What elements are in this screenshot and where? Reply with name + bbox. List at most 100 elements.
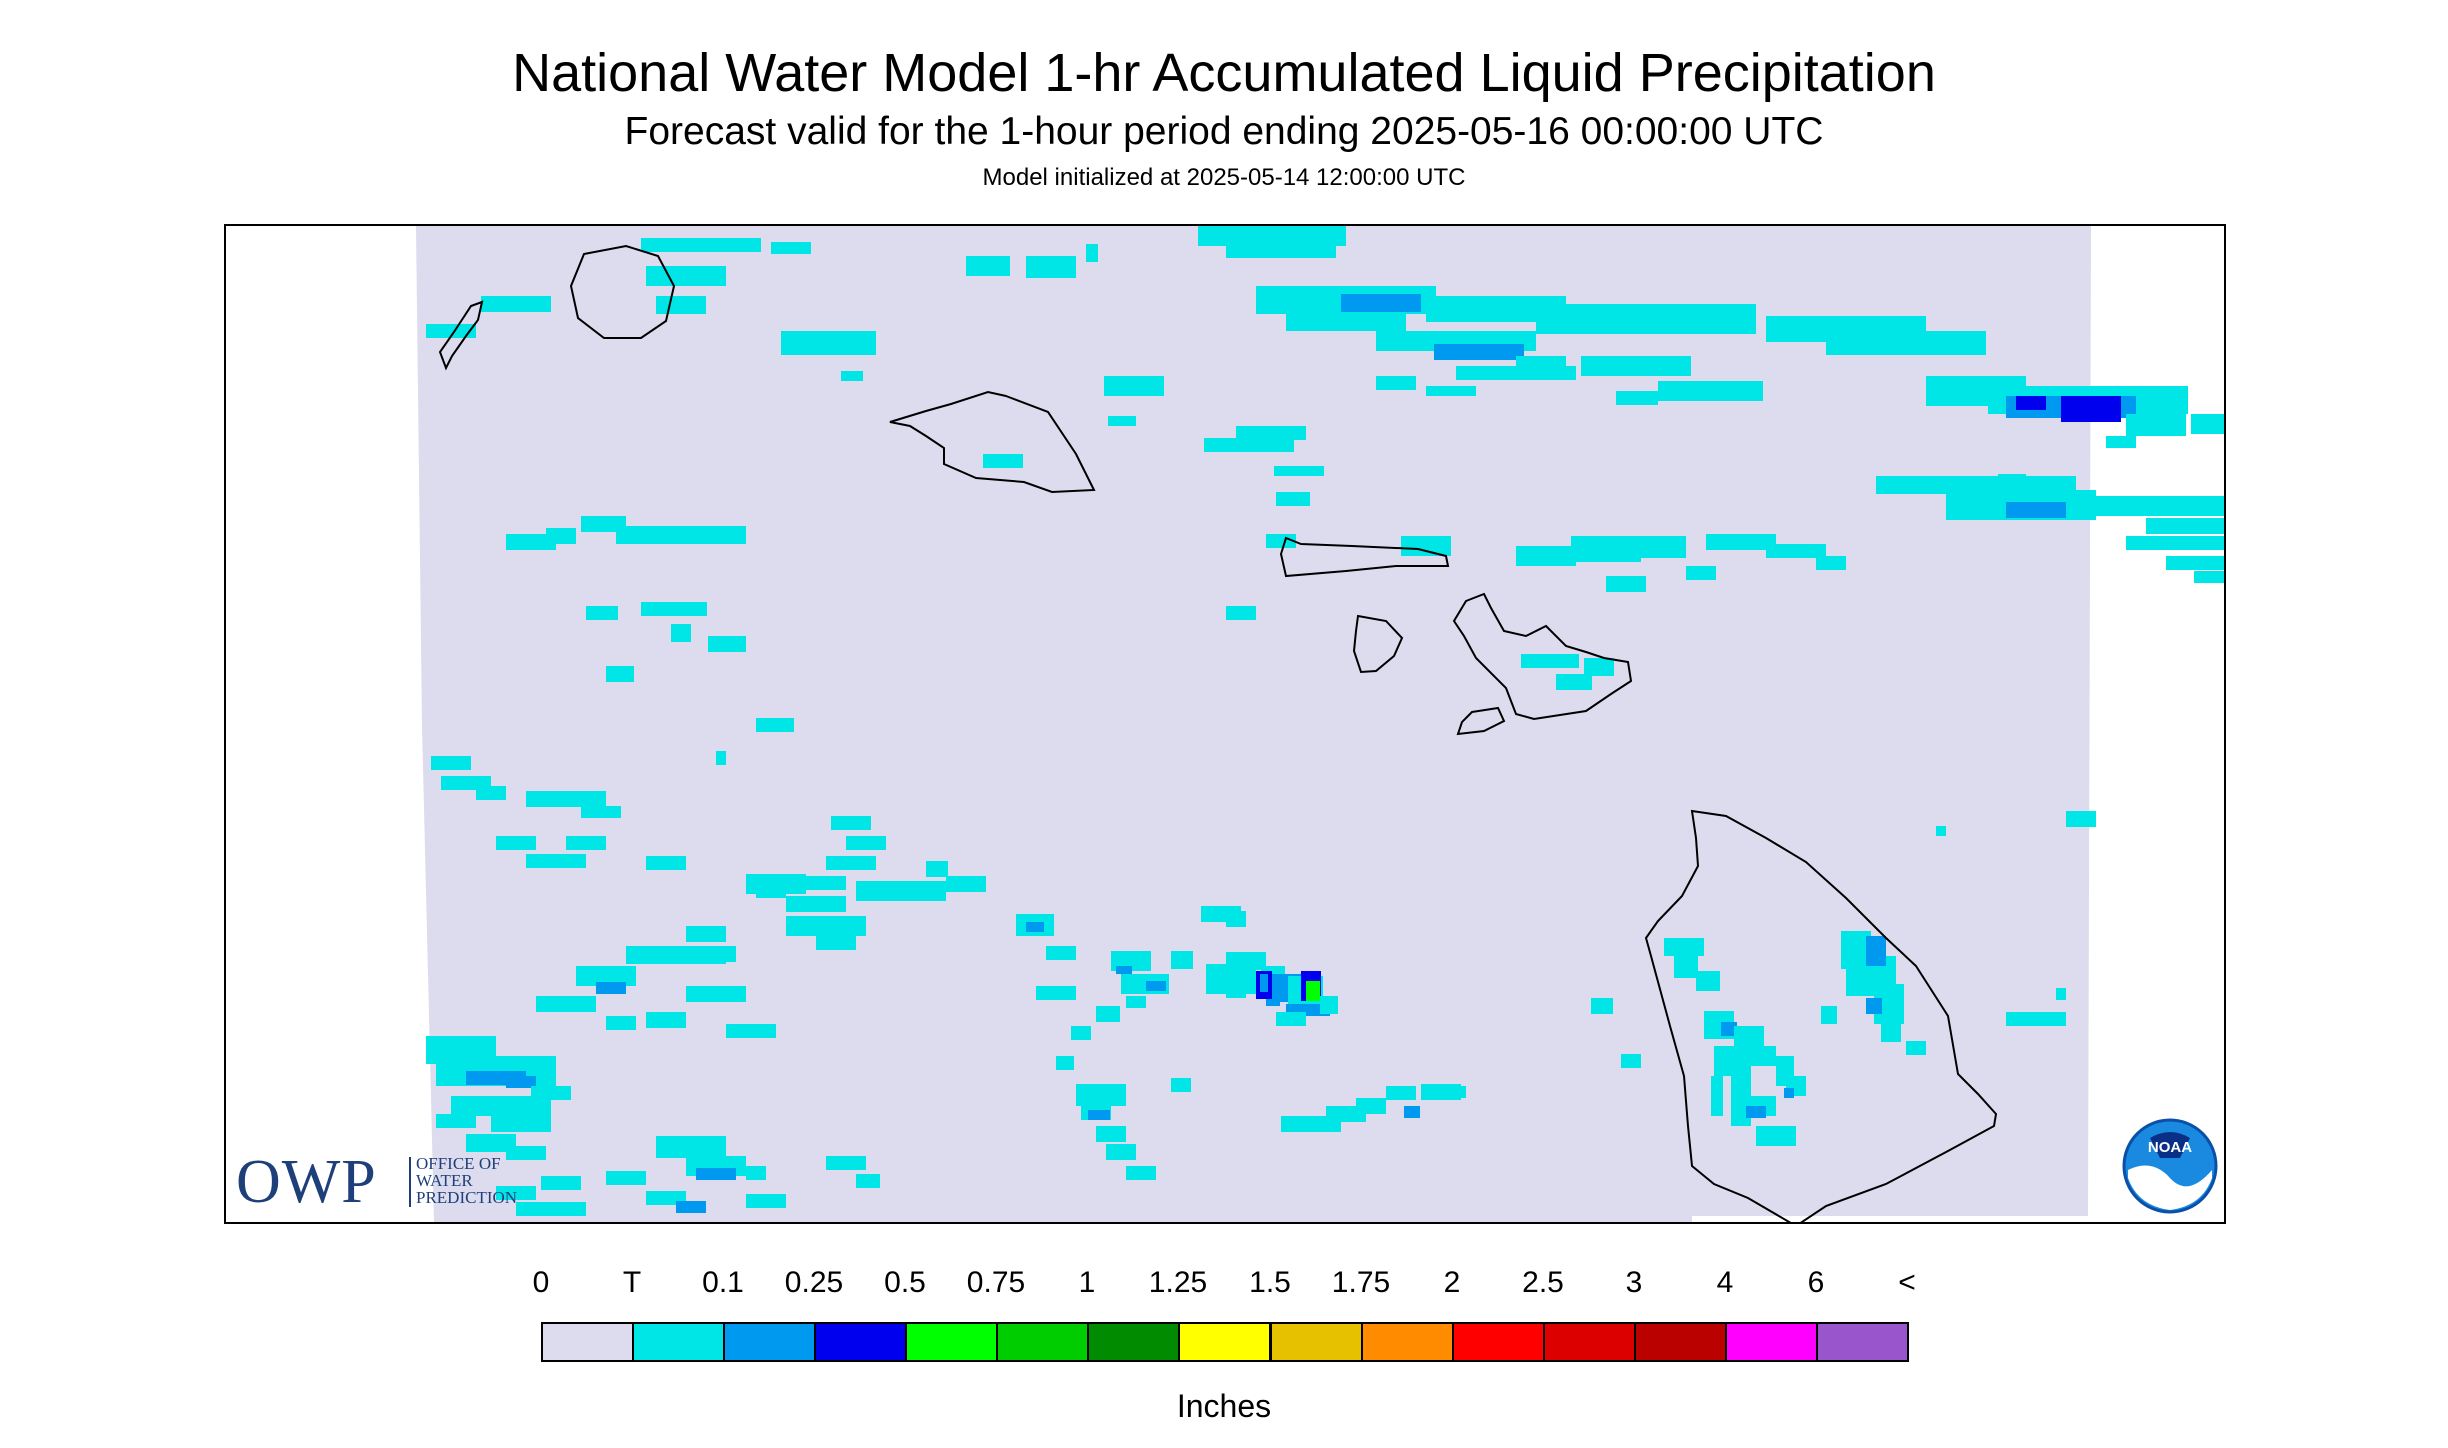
precip-cell (1536, 304, 1756, 334)
precip-cell (596, 982, 626, 994)
precip-cell (1036, 986, 1076, 1000)
precip-cell (1356, 1098, 1386, 1114)
precip-cell (1686, 566, 1716, 580)
map-subtitle: Forecast valid for the 1-hour period end… (624, 110, 1824, 153)
precip-cell (756, 718, 794, 732)
legend-units: Inches (1176, 1388, 1272, 1424)
precip-cell (966, 256, 1010, 276)
precip-cell (606, 1171, 646, 1185)
precip-cell (806, 876, 846, 890)
precip-cell (2106, 436, 2136, 448)
precip-cell (1521, 654, 1579, 668)
legend-label: 1.5 (1249, 1266, 1291, 1299)
precip-cell (676, 1201, 706, 1213)
color-legend (541, 1322, 1909, 1362)
big-island-outline (1644, 809, 1998, 1222)
precip-cell (546, 528, 576, 544)
owp-logo-divider (409, 1157, 411, 1207)
precip-cell (641, 238, 761, 252)
precip-cell (1276, 492, 1310, 506)
precip-cell (1026, 256, 1076, 278)
precip-cell (1320, 996, 1338, 1014)
precip-cell (671, 624, 691, 642)
legend-label: 1 (1078, 1266, 1096, 1299)
precip-cell (1434, 344, 1524, 360)
legend-label: 2 (1443, 1266, 1461, 1299)
precip-cell (1276, 1012, 1306, 1026)
precip-cell (1266, 996, 1280, 1006)
precip-cell (708, 636, 746, 652)
precip-cell (1816, 556, 1846, 570)
precip-cell (696, 526, 726, 542)
legend-swatch (1634, 1322, 1727, 1362)
legend-label: T (622, 1266, 642, 1299)
precip-cell (681, 602, 707, 616)
precip-cell (2006, 1012, 2066, 1026)
precip-cell (2126, 536, 2224, 550)
map-title: National Water Model 1-hr Accumulated Li… (512, 43, 1936, 103)
precip-cell (1821, 1006, 1837, 1024)
legend-label: 3 (1625, 1266, 1643, 1299)
precip-cell (1664, 938, 1704, 956)
legend-label: 0.25 (784, 1266, 844, 1299)
precip-cell (1516, 546, 1576, 566)
precip-cell (2056, 988, 2066, 1000)
precip-cell (506, 1076, 536, 1088)
precip-cell (1071, 1026, 1091, 1040)
precip-cell (1198, 226, 1346, 246)
precip-cells (426, 226, 2224, 1216)
legend-swatch (1270, 1322, 1363, 1362)
map-frame: OWP OFFICE OF WATER PREDICTION NOAA (224, 224, 2226, 1224)
lanai-outline (1352, 614, 1404, 674)
precip-cell (726, 1024, 776, 1038)
legend-swatch (1178, 1322, 1271, 1362)
precip-cell (1714, 1046, 1734, 1076)
precip-cell (1056, 1056, 1074, 1070)
precip-cell (1226, 952, 1266, 970)
precip-cell (1266, 534, 1296, 548)
owp-logo-subtext: OFFICE OF WATER PREDICTION (416, 1155, 517, 1206)
legend-label: 0.5 (884, 1266, 926, 1299)
precip-cell (1341, 294, 1421, 312)
precip-cell (816, 936, 856, 950)
precip-cell (426, 324, 476, 338)
precip-cell (1076, 1084, 1126, 1106)
precip-cell (1591, 998, 1613, 1014)
precip-cell (1756, 1126, 1796, 1146)
precip-cell (2191, 414, 2224, 434)
legend-swatch (905, 1322, 998, 1362)
precip-cell (1906, 1041, 1926, 1055)
precip-cell (1171, 951, 1193, 969)
precip-cell (1784, 1088, 1794, 1098)
precip-cell (1826, 331, 1986, 355)
oahu-outline (889, 390, 1096, 494)
precip-cell (2194, 571, 2224, 583)
precip-cell (536, 996, 596, 1012)
precip-cell (696, 1168, 736, 1180)
precip-cell (946, 876, 986, 892)
precip-cell (786, 916, 866, 936)
legend-label: 2.5 (1522, 1266, 1564, 1299)
legend-swatch (996, 1322, 1089, 1362)
legend-label: < (1898, 1266, 1916, 1299)
owp-logo-text: OWP (236, 1148, 377, 1216)
precip-cell (496, 836, 536, 850)
model-domain (416, 226, 2091, 1222)
owp-line-2: WATER (416, 1171, 473, 1190)
precip-cell (606, 666, 634, 682)
owp-line-1: OFFICE OF (416, 1154, 501, 1173)
legend-swatch (541, 1322, 634, 1362)
precip-cell (581, 806, 621, 818)
precip-cell (1606, 576, 1646, 592)
precip-cell (1026, 922, 1044, 932)
precip-cell (626, 946, 726, 964)
precip-cell (481, 296, 551, 312)
legend-swatch (1816, 1322, 1909, 1362)
precip-cell (1696, 971, 1720, 991)
legend-swatch (1543, 1322, 1636, 1362)
precip-cell (2126, 414, 2186, 436)
precip-cell (2061, 396, 2121, 422)
precip-cell (1260, 974, 1268, 992)
precip-cell (686, 986, 746, 1002)
precip-cell (491, 1116, 551, 1132)
